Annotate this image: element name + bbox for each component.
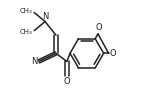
Text: O: O (110, 49, 117, 58)
Text: CH₃: CH₃ (20, 29, 33, 35)
Text: N: N (42, 12, 48, 21)
Text: N: N (31, 57, 38, 66)
Text: O: O (95, 23, 102, 32)
Text: CH₃: CH₃ (20, 8, 33, 14)
Text: O: O (64, 77, 70, 86)
